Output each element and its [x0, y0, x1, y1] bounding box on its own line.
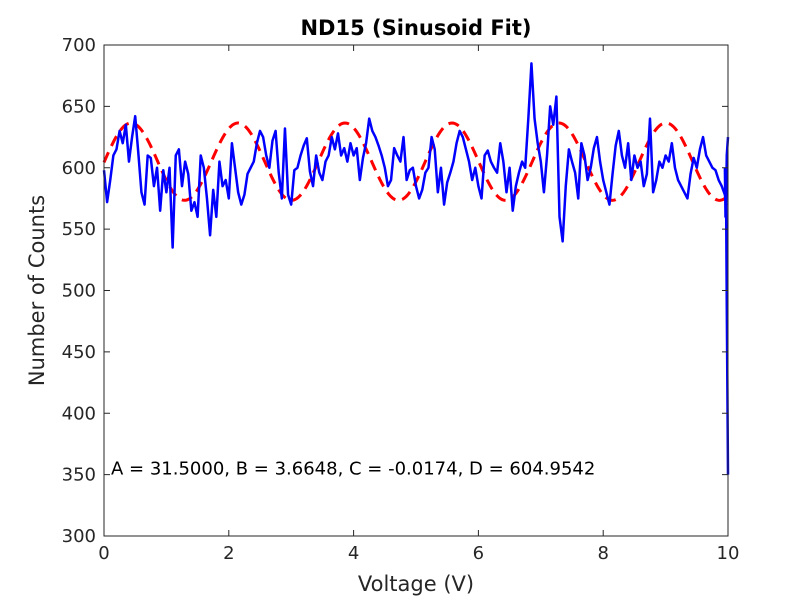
y-axis-label: Number of Counts	[25, 195, 49, 386]
chart-title: ND15 (Sinusoid Fit)	[300, 16, 531, 40]
x-tick-label: 6	[473, 543, 484, 564]
x-tick-label: 8	[597, 543, 608, 564]
y-tick-label: 650	[62, 96, 96, 117]
tick-layer: 0 2 4 6 8 10 300 350 400 450 500 550 600 650 700	[62, 35, 740, 564]
fit-annotation: A = 31.5000, B = 3.6648, C = -0.0174, D …	[111, 458, 595, 479]
x-tick-label: 0	[98, 543, 109, 564]
y-tick-label: 550	[62, 219, 96, 240]
axes-box	[104, 45, 728, 536]
series-line-measured-tail	[723, 167, 730, 475]
y-tick-label: 500	[62, 281, 96, 302]
y-tick-label: 350	[62, 465, 96, 486]
y-tick-label: 450	[62, 342, 96, 363]
series-layer	[102, 62, 730, 475]
x-tick-label: 10	[717, 543, 740, 564]
x-axis-label: Voltage (V)	[358, 572, 474, 596]
plot-area: 0 2 4 6 8 10 300 350 400 450 500 550 600 650 700	[62, 35, 740, 564]
x-tick-label: 4	[348, 543, 359, 564]
y-tick-label: 300	[62, 526, 96, 547]
y-tick-label: 700	[62, 35, 96, 56]
series-line-measured	[102, 62, 730, 249]
x-tick-label: 2	[223, 543, 234, 564]
y-tick-label: 400	[62, 403, 96, 424]
y-tick-label: 600	[62, 158, 96, 179]
